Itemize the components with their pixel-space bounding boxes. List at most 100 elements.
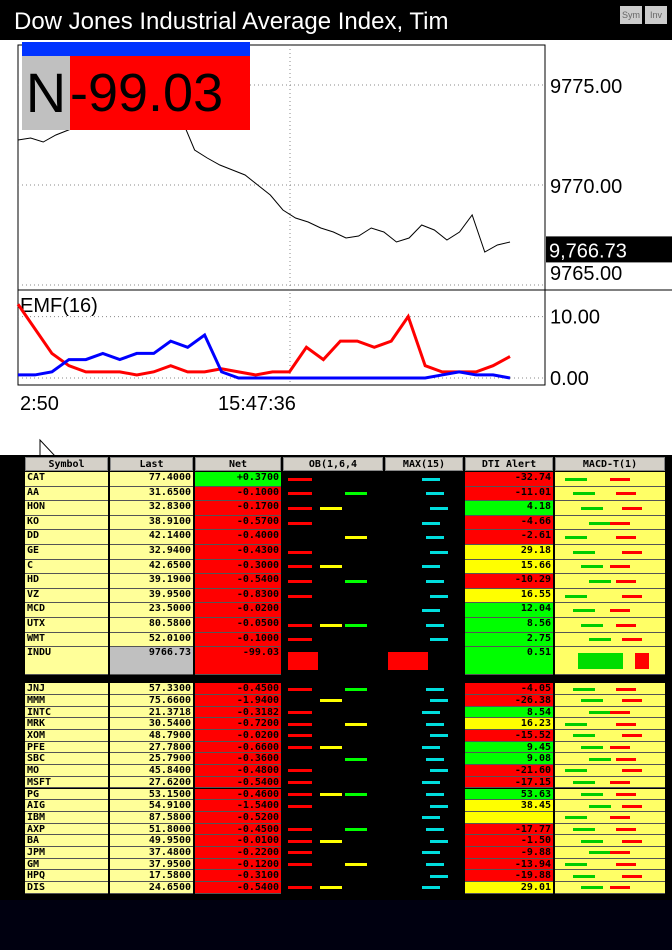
symbol-cell: GE [25, 545, 108, 560]
indicator-dash [589, 521, 611, 525]
last-cell: 24.6500 [110, 882, 193, 894]
dti-cell: -2.61 [465, 530, 553, 545]
net-cell: -0.1200 [195, 858, 281, 871]
indicator-dash [345, 827, 367, 831]
indicator-dash [288, 722, 312, 726]
column-header[interactable]: OB(1,6,4 [283, 457, 383, 471]
dti-cell: 38.45 [465, 800, 553, 812]
indicator-dash [622, 550, 642, 554]
indicator-dash [589, 804, 611, 808]
indicator-dash [581, 839, 603, 843]
dti-cell: 53.63 [465, 788, 553, 801]
symbol-cell: GM [25, 858, 108, 871]
net-cell: -0.0500 [195, 618, 281, 633]
y-tick-label: 10.00 [550, 307, 600, 329]
last-cell: 32.9400 [110, 545, 193, 560]
indicator-dash [622, 839, 642, 843]
indicator-dash [610, 816, 630, 820]
indicator-dash [610, 886, 630, 890]
dti-cell: 8.56 [465, 618, 553, 633]
indicator-dash [320, 565, 342, 569]
dti-cell: -17.77 [465, 823, 553, 836]
indicator-dash [589, 710, 611, 714]
dti-cell: -4.66 [465, 515, 553, 531]
indicator-dash [422, 521, 440, 525]
indicator-dash [610, 609, 630, 613]
indicator-dash [288, 594, 312, 598]
symbol-cell: DIS [25, 882, 108, 894]
macd-cell [555, 618, 665, 633]
symbol-cell: MCD [25, 603, 108, 618]
indicator-dash [581, 623, 603, 627]
column-header[interactable]: DTI Alert [465, 457, 553, 471]
dti-cell: -21.60 [465, 765, 553, 777]
indicator-dash [288, 492, 312, 496]
indicator-dash [610, 521, 630, 525]
last-value-bg [546, 236, 672, 263]
macd-cell [555, 501, 665, 516]
dti-cell: -13.94 [465, 858, 553, 871]
indicator-dash [616, 623, 636, 627]
column-header[interactable]: MACD-T(1) [555, 457, 665, 471]
indicator-dash [610, 565, 630, 569]
last-cell: 39.1900 [110, 574, 193, 589]
badge-bar [22, 42, 250, 56]
indicator-dash [565, 477, 587, 481]
y-tick-label: 0.00 [550, 368, 589, 390]
indicator-dash [288, 839, 312, 843]
last-cell: 27.7800 [110, 741, 193, 754]
indicator-dash [589, 638, 611, 642]
last-cell: 38.9100 [110, 515, 193, 531]
indicator-dash [565, 816, 587, 820]
dti-cell: -9.88 [465, 847, 553, 859]
indicator-dash [345, 792, 367, 796]
symbol-cell: PG [25, 788, 108, 801]
last-cell: 42.1400 [110, 530, 193, 545]
column-header[interactable]: Symbol [25, 457, 108, 471]
dti-cell: 12.04 [465, 603, 553, 618]
x-tick-label: 2:50 [20, 393, 59, 415]
last-cell: 42.6500 [110, 559, 193, 575]
indicator-dash [422, 851, 440, 855]
indicator-dash [288, 652, 318, 671]
last-cell: 54.9100 [110, 800, 193, 812]
cursor [39, 438, 55, 455]
indicator-dash [422, 746, 440, 750]
indicator-dash [288, 769, 312, 773]
indicator-dash [320, 839, 342, 843]
indicator-dash [345, 580, 367, 583]
indicator-dash [581, 565, 603, 569]
indicator-dash [581, 507, 603, 510]
last-cell: 37.4800 [110, 847, 193, 859]
indicator-dash [345, 722, 367, 726]
indicator-dash [288, 746, 312, 750]
column-header[interactable]: Net [195, 457, 281, 471]
indicator-dash [430, 699, 448, 703]
macd-cell [555, 858, 665, 871]
dti-cell: 0.51 [465, 647, 553, 676]
button[interactable]: Sym [620, 6, 642, 24]
indicator-dash [581, 746, 603, 750]
symbol-cell: IBM [25, 811, 108, 824]
symbol-cell: HD [25, 574, 108, 589]
button[interactable]: Inv [645, 6, 667, 24]
indicator-dash [345, 757, 367, 761]
indicator-dash [616, 580, 636, 583]
indicator-dash [622, 594, 642, 598]
indicator-dash [616, 827, 636, 831]
indicator-dash [430, 550, 448, 554]
symbol-cell: JPM [25, 847, 108, 859]
indicator-dash [426, 536, 444, 540]
indicator-dash [422, 477, 440, 481]
column-header[interactable]: MAX(15) [385, 457, 463, 471]
indicator-dash [565, 536, 587, 540]
net-cell: -0.1700 [195, 501, 281, 516]
indicator-dash [430, 594, 448, 598]
net-cell: -0.0200 [195, 603, 281, 618]
indicator-dash [345, 687, 367, 691]
symbol-cell: CAT [25, 472, 108, 487]
column-header[interactable]: Last [110, 457, 193, 471]
indicator-title: EMF(16) [20, 295, 98, 317]
dti-cell [465, 811, 553, 824]
